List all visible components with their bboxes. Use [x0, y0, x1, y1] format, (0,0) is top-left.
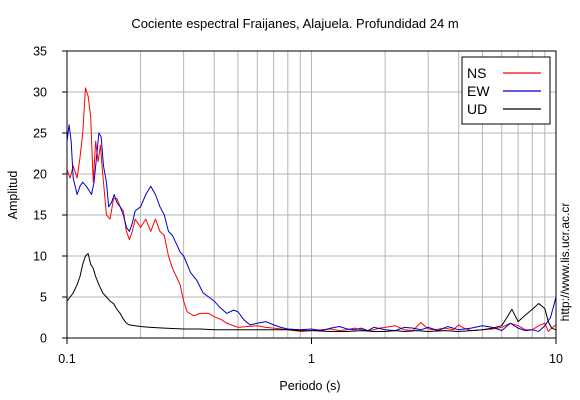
- x-axis-ticks: 0.1 1 10: [58, 338, 563, 366]
- y-axis-ticks: 0 5 10 15 20 25 30 35: [33, 45, 67, 346]
- y-tick-label: 20: [33, 168, 47, 182]
- y-tick-label: 5: [40, 291, 47, 305]
- series-line-ud: [66, 253, 557, 332]
- x-axis-label: Periodo (s): [279, 379, 340, 393]
- y-tick-label: 35: [33, 45, 47, 59]
- y-tick-label: 25: [33, 127, 47, 141]
- y-tick-label: 10: [33, 250, 47, 264]
- legend-label-ew: EW: [467, 83, 490, 99]
- chart-title: Cociente espectral Fraijanes, Alajuela. …: [131, 16, 458, 31]
- legend-label-ud: UD: [467, 101, 487, 117]
- y-axis-label: Amplitud: [6, 171, 20, 220]
- x-tick-label: 10: [549, 352, 563, 366]
- watermark-url: http://www.lis.ucr.ac.cr: [558, 203, 572, 322]
- y-tick-label: 15: [33, 209, 47, 223]
- data-series: [66, 87, 557, 332]
- legend: NS EW UD: [461, 56, 551, 125]
- x-tick-label: 0.1: [58, 352, 75, 366]
- x-tick-label: 1: [308, 352, 315, 366]
- y-tick-label: 0: [40, 332, 47, 346]
- series-line-ns: [66, 87, 557, 332]
- legend-label-ns: NS: [467, 65, 486, 81]
- series-line-ew: [66, 124, 557, 332]
- y-tick-label: 30: [33, 86, 47, 100]
